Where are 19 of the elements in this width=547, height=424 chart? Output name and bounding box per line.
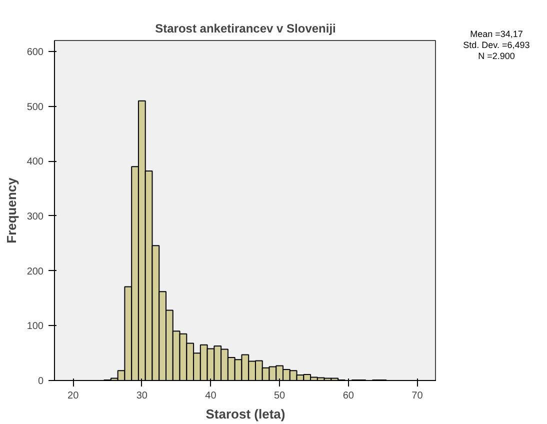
y-tick-label: 300 [26, 211, 44, 222]
y-tick-label: 200 [26, 266, 44, 278]
y-tick-label: 100 [26, 321, 44, 332]
chart-title: Starost anketirancev v Sloveniji [155, 22, 336, 36]
x-tick-label: 60 [342, 390, 354, 402]
x-tick-label: 70 [412, 390, 424, 402]
x-tick-label: 40 [205, 390, 217, 402]
y-axis-title: Frequency [4, 176, 19, 244]
x-tick-label: 30 [136, 390, 148, 402]
x-tick-label: 50 [274, 390, 286, 402]
y-tick-label: 500 [26, 102, 44, 113]
text: Mean =34,17 [470, 29, 523, 39]
y-tick-label: 400 [26, 156, 44, 168]
x-axis-title: Starost (leta) [206, 406, 286, 422]
text: Std. Dev. =6,493 [463, 40, 530, 50]
text: N =2.900 [478, 51, 515, 61]
y-tick-label: 600 [26, 46, 44, 58]
x-tick-label: 20 [68, 390, 80, 402]
y-tick-label: 0 [38, 376, 44, 387]
